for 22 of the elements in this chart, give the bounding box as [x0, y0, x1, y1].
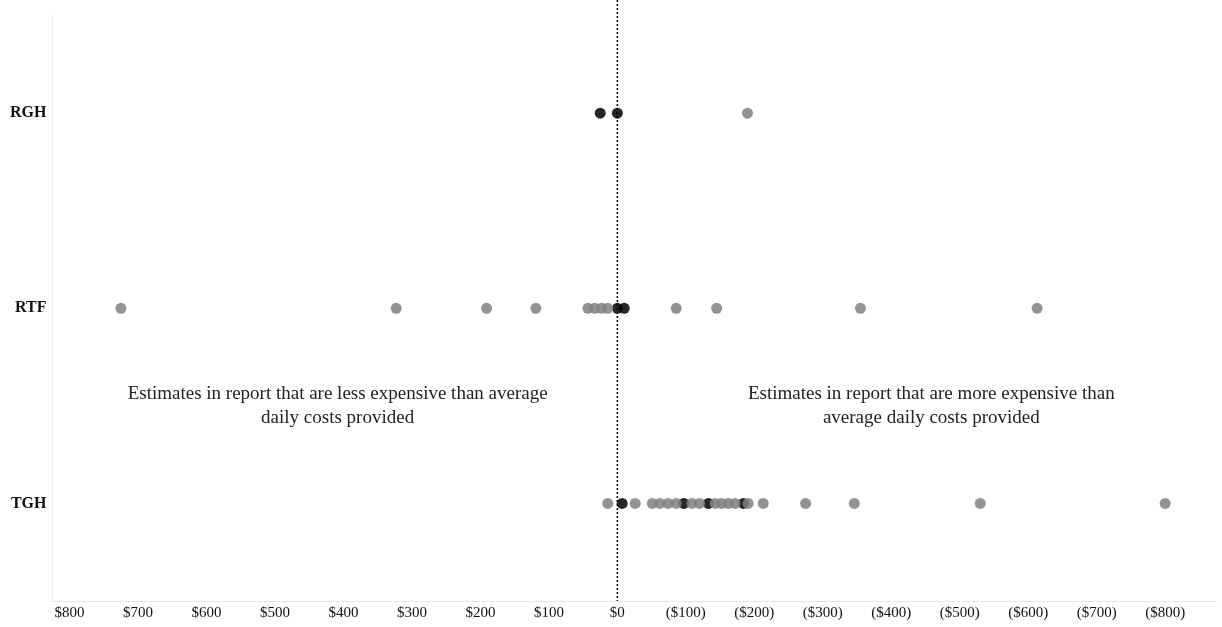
x-tick-label: ($800) — [1145, 603, 1186, 621]
x-tick-label: ($200) — [734, 603, 775, 621]
x-tick-label: $700 — [123, 603, 154, 620]
x-tick-label: $600 — [191, 603, 222, 620]
x-tick-label: ($300) — [802, 603, 843, 621]
x-tick-label: $800 — [54, 603, 85, 620]
y-tick-label: RTF — [15, 298, 47, 316]
x-tick-label: $500 — [259, 603, 290, 620]
x-tick-label: ($600) — [1008, 603, 1049, 621]
x-tick-label: $400 — [328, 603, 359, 620]
x-tick-label: $0 — [609, 603, 625, 620]
annotation: Estimates in report that are less expensive than average daily costs provided — [127, 382, 548, 428]
x-tick-label: ($500) — [939, 603, 980, 621]
annotation: Estimates in report that are more expensive than average daily costs provided — [747, 382, 1116, 428]
x-tick-label: $200 — [465, 603, 496, 620]
x-tick-label: ($100) — [665, 603, 706, 621]
x-tick-label: $100 — [533, 603, 564, 620]
x-tick-label: $300 — [396, 603, 427, 620]
x-tick-label: ($400) — [871, 603, 912, 621]
x-tick-label: ($700) — [1076, 603, 1117, 621]
y-tick-label: TGH — [10, 493, 47, 511]
y-tick-label: RGH — [9, 103, 47, 121]
